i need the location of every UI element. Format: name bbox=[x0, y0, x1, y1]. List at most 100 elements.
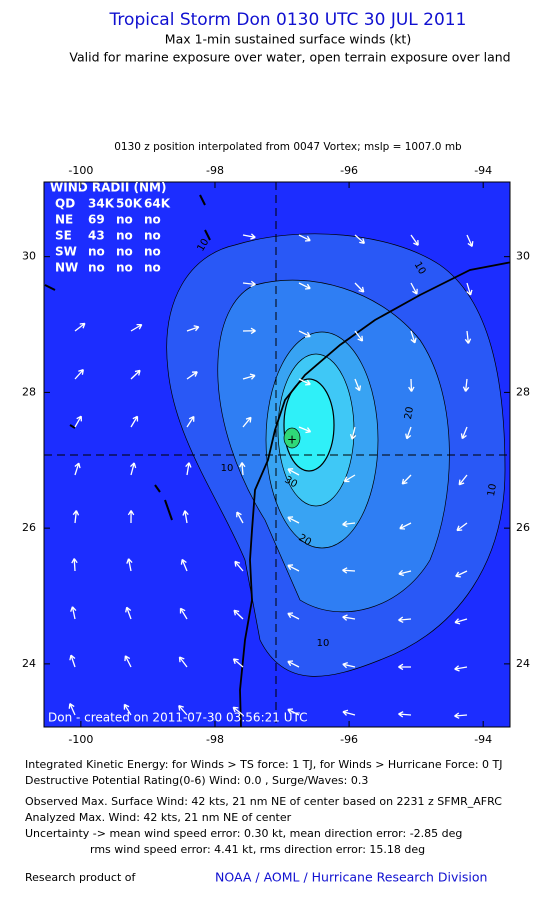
map-credit: Don - created on 2011-07-30 03:56:21 UTC bbox=[48, 711, 307, 725]
wind-radii-cell: no bbox=[116, 229, 133, 243]
wind-arrow bbox=[342, 567, 356, 574]
wind-arrow bbox=[124, 655, 132, 668]
y-tick-label: 24 bbox=[22, 657, 36, 670]
wind-arrow bbox=[185, 462, 192, 476]
axes: -100 -100 -98 -98 -96 -96 -94 -94 24 24 26 26 28 28 30… bbox=[22, 164, 530, 746]
wind-arrow bbox=[242, 280, 256, 288]
wind-arrow bbox=[354, 234, 365, 244]
wind-arrow bbox=[178, 656, 188, 668]
wind-arrow bbox=[408, 378, 415, 392]
wind-radii-cell: no bbox=[144, 245, 161, 259]
wind-arrow bbox=[398, 711, 412, 718]
wind-arrow bbox=[287, 564, 300, 572]
wind-radii-cell: no bbox=[144, 213, 161, 227]
wind-arrow bbox=[454, 618, 468, 625]
wind-radii-cell: no bbox=[88, 245, 105, 259]
wind-arrow bbox=[236, 511, 244, 524]
footer-line: rms wind speed error: 4.41 kt, rms direc… bbox=[90, 843, 425, 856]
wind-arrow bbox=[454, 665, 468, 672]
wind-arrow bbox=[398, 616, 412, 623]
y-tick-label: 30 bbox=[516, 250, 530, 263]
footer-line: Analyzed Max. Wind: 42 kts, 21 nm NE of … bbox=[25, 811, 292, 824]
islands bbox=[44, 194, 211, 521]
contour-label: 10 bbox=[221, 463, 234, 474]
footer: Integrated Kinetic Energy: for Winds > T… bbox=[25, 758, 503, 856]
wind-arrow bbox=[242, 373, 256, 380]
wind-arrow bbox=[126, 558, 133, 572]
footer-line: Integrated Kinetic Energy: for Winds > T… bbox=[25, 758, 503, 771]
wind-radii-cell: NW bbox=[55, 261, 78, 275]
wind-radii-cell: SW bbox=[55, 245, 77, 259]
wind-arrow bbox=[287, 708, 300, 716]
contour-label: 10 bbox=[317, 638, 330, 649]
wind-radii-header: 50K bbox=[116, 197, 143, 211]
y-tick-label: 24 bbox=[516, 657, 530, 670]
wind-arrow bbox=[410, 234, 419, 246]
credit-label: Research product of bbox=[25, 871, 136, 884]
wind-arrow bbox=[466, 234, 474, 247]
wind-arrow bbox=[186, 371, 198, 380]
wind-radii-cell: no bbox=[144, 261, 161, 275]
wind-arrow bbox=[239, 462, 246, 476]
wind-arrow bbox=[405, 426, 412, 440]
wind-arrow bbox=[232, 658, 244, 668]
wind-arrow bbox=[287, 612, 300, 620]
wind-arrow bbox=[130, 415, 139, 428]
wind-radii-header: 34K bbox=[88, 197, 115, 211]
wind-arrow bbox=[125, 606, 132, 620]
y-tick-label: 26 bbox=[22, 521, 36, 534]
wind-arrow bbox=[233, 609, 244, 620]
wind-arrow bbox=[130, 462, 137, 476]
wind-arrow bbox=[127, 510, 135, 524]
wind-arrow bbox=[343, 474, 356, 483]
wind-arrow bbox=[410, 282, 418, 295]
contour-fill bbox=[283, 378, 335, 472]
wind-radii-cell: NE bbox=[55, 213, 73, 227]
wind-radii-cell: no bbox=[88, 261, 105, 275]
wind-arrow bbox=[462, 378, 470, 392]
footer-line: Destructive Potential Rating(0-6) Wind: … bbox=[25, 774, 368, 787]
wind-arrow bbox=[242, 327, 256, 335]
wind-arrow bbox=[179, 607, 188, 620]
credit-org: NOAA / AOML / Hurricane Research Divisio… bbox=[215, 870, 487, 885]
x-tick-label: -100 bbox=[68, 164, 93, 177]
contour-fill bbox=[283, 427, 301, 449]
wind-arrow bbox=[130, 369, 141, 380]
y-tick-label: 30 bbox=[22, 250, 36, 263]
position-note: 0130 z position interpolated from 0047 V… bbox=[114, 141, 462, 153]
wind-radii-header: 64K bbox=[144, 197, 171, 211]
wind-arrow bbox=[342, 520, 356, 528]
wind-arrow bbox=[342, 614, 356, 621]
wind-arrow bbox=[70, 606, 77, 620]
x-tick-label: -94 bbox=[474, 733, 492, 746]
wind-radii-cell: 69 bbox=[88, 213, 105, 227]
x-tick-label: -98 bbox=[206, 733, 224, 746]
wind-arrow bbox=[180, 558, 188, 572]
wind-arrow bbox=[298, 378, 311, 386]
wind-arrow bbox=[242, 233, 256, 240]
wind-arrow bbox=[68, 703, 76, 716]
wind-arrow bbox=[287, 516, 300, 524]
wind-arrow bbox=[74, 369, 84, 380]
y-tick-label: 26 bbox=[516, 521, 530, 534]
x-tick-label: -94 bbox=[474, 164, 492, 177]
wind-arrow bbox=[287, 660, 300, 668]
wind-arrow bbox=[342, 709, 356, 716]
wind-arrow bbox=[349, 426, 357, 440]
wind-arrow bbox=[74, 322, 86, 332]
coastline bbox=[239, 261, 510, 727]
wind-arrow bbox=[234, 560, 244, 572]
wind-arrow bbox=[71, 558, 78, 572]
wind-arrow bbox=[186, 415, 195, 428]
wind-arrow bbox=[298, 330, 311, 338]
wind-radii-cell: no bbox=[116, 245, 133, 259]
wind-radii-cell: 43 bbox=[88, 229, 105, 243]
wind-arrow bbox=[410, 330, 417, 344]
wind-arrow bbox=[399, 522, 412, 530]
wind-arrow bbox=[464, 330, 472, 344]
wind-radii-title: WIND RADII (NM) bbox=[50, 181, 166, 195]
wind-arrow bbox=[298, 234, 311, 242]
